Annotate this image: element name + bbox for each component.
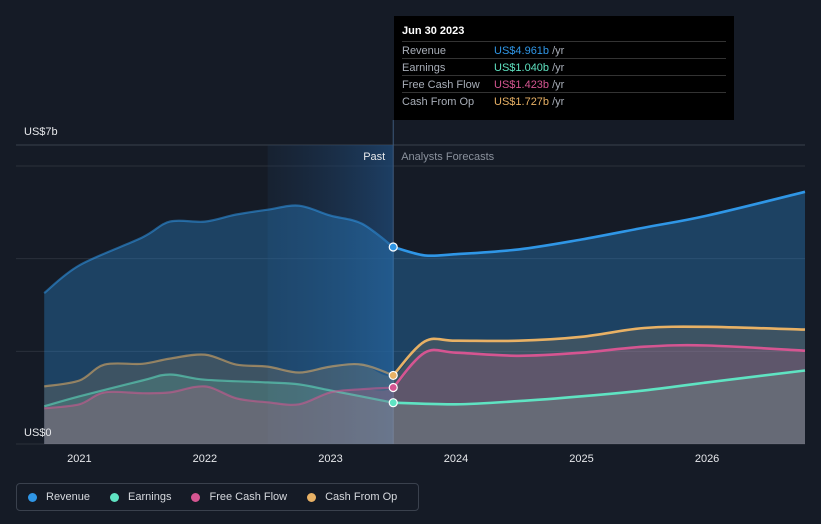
- tooltip-unit: /yr: [552, 96, 565, 108]
- legend-label: Earnings: [128, 491, 172, 503]
- past-highlight-band: [267, 145, 394, 444]
- cash-from-op-marker: [388, 370, 398, 381]
- free-cash-flow-marker: [388, 382, 398, 393]
- past-label: Past: [363, 151, 385, 163]
- tooltip-row-revenue: Revenue US$4.961b /yr: [402, 41, 726, 59]
- free-cash-flow-area: [44, 345, 805, 444]
- tooltip-value: US$4.961b /yr: [494, 45, 564, 57]
- revenue-line-past: [43, 204, 394, 294]
- tooltip-label: Revenue: [402, 45, 447, 57]
- cash-from-op-line-past: [44, 353, 394, 388]
- tooltip-unit: /yr: [552, 62, 565, 74]
- chart-legend: Revenue Earnings Free Cash Flow Cash Fro…: [16, 483, 419, 511]
- y-axis-top-label: US$7b: [24, 126, 58, 138]
- revenue-marker: [388, 242, 398, 252]
- tooltip-value: US$1.040b /yr: [494, 62, 564, 74]
- tooltip-number: US$1.040b: [494, 62, 550, 74]
- earnings-marker: [388, 398, 398, 408]
- tooltip-value: US$1.423b /yr: [494, 79, 564, 91]
- legend-dot-icon: [307, 492, 317, 502]
- tooltip-value: US$1.727b /yr: [494, 96, 564, 108]
- x-tick-label: 2026: [695, 453, 719, 465]
- tooltip-date: Jun 30 2023: [402, 25, 465, 37]
- tooltip-number: US$1.423b: [494, 79, 550, 91]
- earnings-line-past: [43, 373, 394, 408]
- legend-label: Free Cash Flow: [209, 491, 288, 503]
- tooltip-number: US$4.961b: [494, 45, 550, 57]
- tooltip-unit: /yr: [552, 45, 565, 57]
- x-tick-label: 2025: [569, 453, 593, 465]
- cash-from-op-area: [44, 326, 805, 444]
- legend-label: Revenue: [46, 491, 91, 503]
- legend-dot-icon: [191, 492, 201, 502]
- legend-item-earnings[interactable]: Earnings: [110, 491, 171, 503]
- tooltip-row-earnings: Earnings US$1.040b /yr: [402, 58, 726, 76]
- revenue-line-forecast: [392, 190, 806, 258]
- earnings-line-forecast: [393, 369, 806, 406]
- tooltip-row-cash-from-op: Cash From Op US$1.727b /yr: [402, 92, 726, 110]
- x-tick-label: 2021: [67, 453, 91, 465]
- tooltip: Jun 30 2023 Revenue US$4.961b /yr Earnin…: [394, 16, 734, 120]
- tooltip-label: Cash From Op: [402, 96, 475, 108]
- earnings-area: [44, 370, 805, 444]
- free-cash-flow-line-past: [44, 385, 394, 410]
- tooltip-label: Free Cash Flow: [402, 79, 480, 91]
- legend-item-revenue[interactable]: Revenue: [28, 491, 90, 503]
- x-tick-label: 2023: [318, 453, 342, 465]
- x-tick-label: 2022: [193, 453, 217, 465]
- legend-dot-icon: [28, 492, 37, 502]
- cash-from-op-line-forecast: [392, 325, 806, 377]
- tooltip-label: Earnings: [402, 62, 446, 74]
- legend-item-free-cash-flow[interactable]: Free Cash Flow: [191, 491, 287, 503]
- free-cash-flow-line-forecast: [392, 343, 806, 389]
- tooltip-row-free-cash-flow: Free Cash Flow US$1.423b /yr: [402, 75, 726, 93]
- legend-dot-icon: [110, 492, 120, 502]
- y-axis-bottom-label: US$0: [24, 427, 52, 439]
- tooltip-number: US$1.727b: [494, 96, 550, 108]
- legend-item-cash-from-op[interactable]: Cash From Op: [307, 491, 397, 503]
- forecast-label: Analysts Forecasts: [401, 151, 494, 163]
- legend-label: Cash From Op: [325, 491, 398, 503]
- tooltip-unit: /yr: [552, 79, 565, 91]
- x-tick-label: 2024: [444, 453, 468, 465]
